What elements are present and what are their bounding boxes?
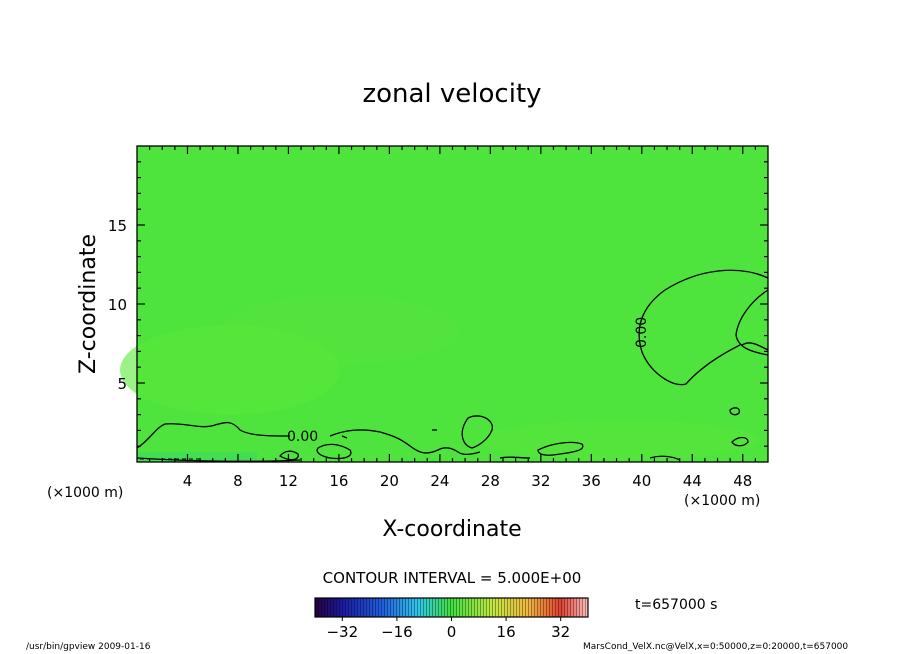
contour-line — [741, 342, 769, 351]
contour-label: 0.00 — [634, 317, 650, 348]
contour-line — [731, 436, 749, 447]
y-tick-label: 5 — [117, 375, 127, 393]
x-tick-label: 12 — [279, 472, 298, 490]
y-axis-label: Z-coordinate — [76, 234, 101, 374]
x-tick-label: 36 — [582, 472, 601, 490]
colorbar-ticks: −32 −16 0 16 32 — [326, 617, 570, 641]
x-tick-label: 44 — [683, 472, 702, 490]
contour-line — [341, 435, 348, 439]
field-patch — [137, 452, 257, 462]
plot-area — [120, 146, 768, 462]
colorbar-tick-label: −16 — [381, 623, 413, 641]
contour-interval: CONTOUR INTERVAL = 5.000E+00 — [323, 569, 582, 587]
contour-line — [735, 289, 769, 356]
x-tick-label: 4 — [183, 472, 193, 490]
chart-title: zonal velocity — [362, 79, 541, 109]
footer-left: /usr/bin/gpview 2009-01-16 — [26, 642, 151, 652]
contour-lines — [136, 269, 769, 462]
x-tick-label: 32 — [531, 472, 550, 490]
field-patch — [480, 420, 760, 460]
field-patch — [220, 295, 460, 365]
colorbar: −32 −16 0 16 32 — [314, 597, 589, 641]
footer-right: MarsCond_VelX.nc@VelX,x=0:50000,z=0:2000… — [583, 642, 849, 652]
contour-line — [316, 443, 352, 460]
x-tick-label: 16 — [329, 472, 348, 490]
contour-line — [729, 407, 741, 416]
contour-line — [638, 269, 769, 386]
contour-line — [461, 415, 493, 449]
y-tick-label: 15 — [108, 217, 127, 235]
x-tick-label: 48 — [733, 472, 752, 490]
x-tick-label: 20 — [380, 472, 399, 490]
contour-line — [649, 455, 681, 461]
contour-label: 0.00 — [287, 429, 318, 445]
contour-line — [136, 421, 291, 449]
colorbar-stripes — [315, 598, 588, 617]
contour-line — [136, 457, 301, 462]
contour-line — [329, 429, 481, 455]
colorbar-tick-label: 16 — [497, 623, 516, 641]
x-tick-label: 8 — [233, 472, 243, 490]
x-tick-label: 40 — [632, 472, 651, 490]
colorbar-tick-label: −32 — [326, 623, 358, 641]
contour-line — [499, 456, 531, 459]
time-label: t=657000 s — [635, 597, 717, 613]
x-tick-label: 24 — [430, 472, 449, 490]
colorbar-tick-label: 0 — [447, 623, 457, 641]
x-axis: 4 8 12 16 20 24 28 32 36 40 44 48 — [149, 146, 756, 490]
contour-line — [537, 441, 584, 456]
x-unit-left: (×1000 m) — [47, 485, 123, 501]
x-tick-label: 28 — [481, 472, 500, 490]
x-axis-label: X-coordinate — [382, 517, 521, 542]
x-unit-right: (×1000 m) — [684, 493, 760, 509]
colorbar-tick-label: 32 — [551, 623, 570, 641]
y-tick-label: 10 — [108, 296, 127, 314]
y-axis: 5 10 15 — [108, 161, 768, 447]
